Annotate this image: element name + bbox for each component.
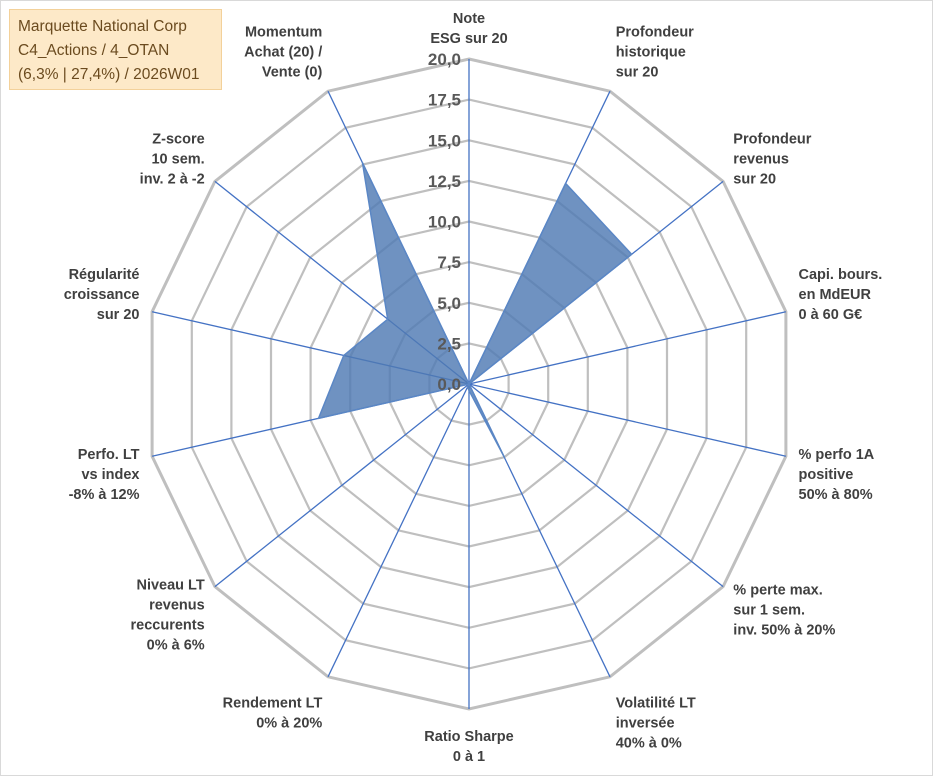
radial-tick-label: 17,5 <box>428 91 461 110</box>
axis-spoke <box>468 311 787 385</box>
category-label: Niveau LT revenus reccurents 0% à 6% <box>131 578 205 654</box>
category-label: Capi. bours. en MdEUR 0 à 60 G€ <box>799 267 883 323</box>
category-label-layer: Note ESG sur 20 Profondeur historique sur 20… <box>64 11 883 765</box>
period-label: (6,3% | 27,4%) / 2026W01 <box>18 66 200 83</box>
category-label: Ratio Sharpe 0 à 1 <box>424 729 513 765</box>
category-label: Régularité croissance sur 20 <box>64 267 140 323</box>
category-label: Note ESG sur 20 <box>430 11 507 47</box>
axis-spoke <box>468 383 724 588</box>
radial-tick-label: 7,5 <box>437 253 461 272</box>
category-label: Z-score 10 sem. inv. 2 à -2 <box>140 131 205 187</box>
radial-tick-label: 20,0 <box>428 50 461 69</box>
tick-layer: 0,0 2,5 5,0 7,5 10,0 12,5 15,0 17,5 20,0 <box>428 50 461 394</box>
category-label: Perfo. LT vs index -8% à 12% <box>69 447 140 503</box>
category-label: Profondeur revenus sur 20 <box>733 131 811 187</box>
category-label: % perte max. sur 1 sem. inv. 50% à 20% <box>733 583 835 639</box>
radial-tick-label: 5,0 <box>437 294 461 313</box>
portfolio-label: C4_Actions / 4_OTAN <box>18 42 170 59</box>
axis-spoke <box>214 383 470 588</box>
category-label: Profondeur historique sur 20 <box>616 25 694 81</box>
series-layer <box>317 162 633 458</box>
radial-tick-label: 2,5 <box>437 334 461 353</box>
category-label: Volatilité LT inversée 40% à 0% <box>616 696 696 752</box>
radial-tick-label: 12,5 <box>428 172 461 191</box>
category-label: Momentum Achat (20) / Vente (0) <box>244 25 322 81</box>
category-label: % perfo 1A positive 50% à 80% <box>799 447 875 503</box>
info-box: Marquette National Corp C4_Actions / 4_O… <box>9 9 222 90</box>
radial-tick-label: 15,0 <box>428 131 461 150</box>
company-name: Marquette National Corp <box>18 18 187 35</box>
radial-tick-label: 10,0 <box>428 213 461 232</box>
radial-tick-label: 0,0 <box>437 375 461 394</box>
category-label: Rendement LT 0% à 20% <box>223 696 323 732</box>
axis-spoke <box>327 383 470 678</box>
axis-spoke <box>468 383 787 457</box>
series-area <box>317 162 633 458</box>
